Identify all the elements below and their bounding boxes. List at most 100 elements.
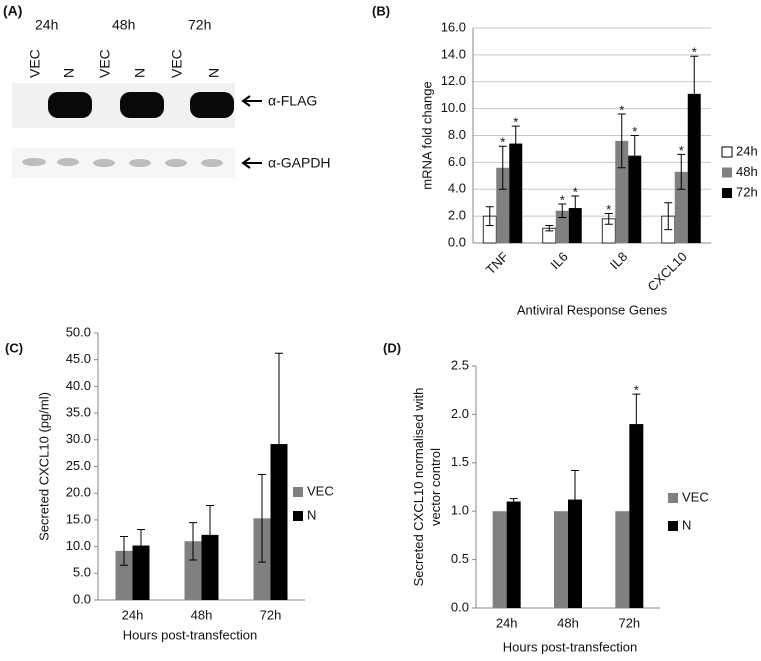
legend-label: VEC xyxy=(307,483,334,498)
panel-label: (A) xyxy=(3,3,22,19)
bar xyxy=(615,511,630,608)
error-bar xyxy=(630,135,639,177)
legend-swatch xyxy=(722,167,732,178)
x-tick-label: 72h xyxy=(260,607,282,622)
panel-label: (B) xyxy=(372,3,390,18)
error-bar xyxy=(509,498,518,505)
bar xyxy=(568,499,582,608)
legend-swatch xyxy=(668,521,678,531)
significance-marker: * xyxy=(632,124,637,139)
bar xyxy=(184,541,202,600)
error-bar xyxy=(677,153,686,190)
y-tick-label: 1.5 xyxy=(451,454,469,469)
blot-label: α-GAPDH xyxy=(268,155,331,171)
error-bar xyxy=(485,206,494,227)
y-tick-label: 30.0 xyxy=(66,431,91,446)
timepoint: 48h xyxy=(112,17,135,33)
bar xyxy=(132,545,150,600)
y-tick-label: 4.0 xyxy=(448,181,466,196)
y-tick-label: 0.5 xyxy=(451,551,469,566)
arrow xyxy=(241,95,262,107)
y-tick-label: 16.0 xyxy=(441,19,466,34)
bar xyxy=(629,424,644,608)
bar xyxy=(496,167,510,243)
lane-label: VEC xyxy=(27,49,43,78)
bar xyxy=(509,143,523,243)
significance-marker: * xyxy=(619,102,624,117)
y-tick-label: 1.0 xyxy=(451,503,469,518)
y-axis-title: Secreted CXCL10 normalised with xyxy=(411,388,426,587)
x-tick-label: 24h xyxy=(496,615,518,630)
x-tick-label: 72h xyxy=(618,615,640,630)
legend-label: N xyxy=(307,507,316,522)
error-bar xyxy=(632,393,641,455)
timepoint: 24h xyxy=(35,17,58,33)
legend-label: 72h xyxy=(736,184,758,199)
error-bar xyxy=(571,195,580,221)
significance-marker: * xyxy=(573,184,578,199)
legend-swatch xyxy=(293,511,303,521)
error-bar xyxy=(511,125,520,162)
y-tick-label: 45.0 xyxy=(66,351,91,366)
y-tick-label: 2.0 xyxy=(451,406,469,421)
lane-label: N xyxy=(206,68,222,78)
y-tick-label: 6.0 xyxy=(448,154,466,169)
y-tick-label: 0.0 xyxy=(448,234,466,249)
y-tick-label: 35.0 xyxy=(66,405,91,420)
error-bar xyxy=(498,145,507,190)
panel-label: (D) xyxy=(383,340,401,355)
legend-swatch xyxy=(721,146,733,158)
bar xyxy=(615,140,629,243)
x-tick-label: 48h xyxy=(191,607,213,622)
bar xyxy=(628,155,642,243)
y-tick-label: 10.0 xyxy=(441,100,466,115)
x-tick-label: 24h xyxy=(122,607,144,622)
lane-label: VEC xyxy=(169,49,185,78)
blot-membrane xyxy=(12,148,235,178)
y-tick-label: 14.0 xyxy=(441,46,466,61)
lane-label: VEC xyxy=(97,49,113,78)
legend-label: 24h xyxy=(736,143,758,158)
significance-marker: * xyxy=(606,202,611,217)
y-axis-title: Secreted CXCL10 (pg/ml) xyxy=(36,392,51,541)
bar xyxy=(492,511,507,608)
bar xyxy=(506,501,521,608)
y-tick-label: 8.0 xyxy=(448,127,466,142)
x-axis-title: Hours post-transfection xyxy=(123,627,257,642)
y-tick-label: 0.0 xyxy=(73,591,91,606)
error-bar xyxy=(558,203,567,218)
bar xyxy=(115,550,133,600)
blot-band xyxy=(48,92,92,118)
error-bar xyxy=(206,504,214,565)
significance-marker: * xyxy=(500,135,505,150)
error-bar xyxy=(690,55,699,132)
lane-label: N xyxy=(132,68,148,78)
timepoint: 72h xyxy=(188,17,211,33)
error-bar xyxy=(571,470,579,530)
panel-label: (C) xyxy=(5,340,23,355)
y-tick-label: 5.0 xyxy=(73,565,91,580)
legend-label: N xyxy=(682,517,691,532)
legend-label: 48h xyxy=(736,164,758,179)
error-bar xyxy=(137,529,145,563)
legend-label: VEC xyxy=(682,489,709,504)
x-tick-label: CXCL10 xyxy=(644,249,689,294)
y-tick-label: 12.0 xyxy=(441,73,466,88)
y-tick-label: 2.5 xyxy=(451,357,469,372)
error-bar xyxy=(545,225,554,232)
significance-marker: * xyxy=(513,115,518,130)
y-tick-label: 25.0 xyxy=(66,458,91,473)
arrow xyxy=(241,157,262,169)
lane-label: N xyxy=(61,68,77,78)
legend-swatch xyxy=(668,493,678,503)
gapdh-bands xyxy=(22,158,223,167)
x-tick-label: TNF xyxy=(483,249,512,278)
y-tick-label: 50.0 xyxy=(66,324,91,339)
significance-marker: * xyxy=(679,143,684,158)
error-bar xyxy=(120,535,128,566)
bar xyxy=(555,210,569,243)
blot-band xyxy=(120,92,164,118)
y-tick-label: 20.0 xyxy=(66,485,91,500)
